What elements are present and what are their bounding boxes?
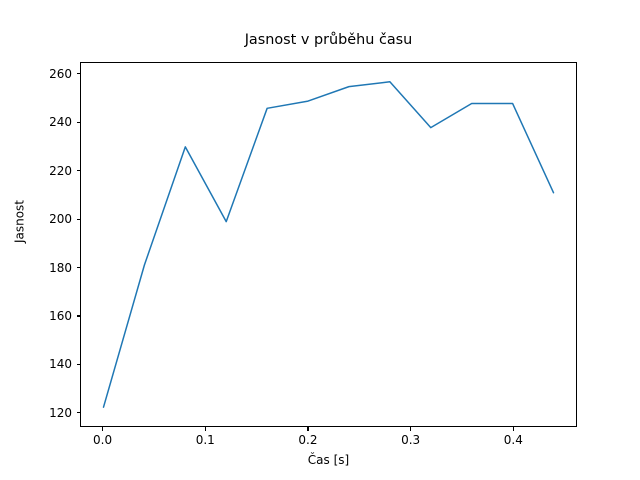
y-tick-mark <box>76 121 80 123</box>
plot-axes <box>80 62 577 427</box>
y-tick-mark <box>76 218 80 220</box>
x-tick-label: 0.1 <box>195 433 215 447</box>
y-tick-label: 120 <box>49 405 72 420</box>
y-tick-label: 180 <box>49 260 72 275</box>
x-tick-mark <box>410 427 412 431</box>
y-tick-label: 140 <box>49 357 72 372</box>
y-tick-mark <box>76 266 80 269</box>
x-tick-mark <box>102 427 104 431</box>
y-tick-mark <box>76 170 80 172</box>
x-tick-label: 0.4 <box>503 433 523 447</box>
y-tick-label: 200 <box>49 212 72 227</box>
x-tick-label: 0.0 <box>93 433 113 447</box>
y-tick-mark <box>76 73 80 75</box>
y-tick-label: 220 <box>49 163 72 178</box>
x-tick-label: 0.2 <box>298 433 318 447</box>
page-title: Jasnost v průběhu času <box>244 32 413 48</box>
x-tick-mark <box>307 427 309 431</box>
data-line <box>102 81 555 408</box>
x-axis-label: Čas [s] <box>307 453 350 467</box>
x-tick-mark <box>204 427 206 431</box>
x-tick-label: 0.3 <box>401 433 421 447</box>
y-tick-mark <box>76 315 80 317</box>
y-tick-mark <box>76 363 80 365</box>
y-tick-label: 260 <box>49 66 72 81</box>
x-tick-mark <box>512 427 514 431</box>
y-tick-label: 240 <box>49 115 72 130</box>
y-tick-label: 160 <box>49 308 72 323</box>
line-series-svg <box>102 81 555 408</box>
y-tick-mark <box>76 412 80 414</box>
y-axis-label: Jasnost <box>12 199 27 244</box>
